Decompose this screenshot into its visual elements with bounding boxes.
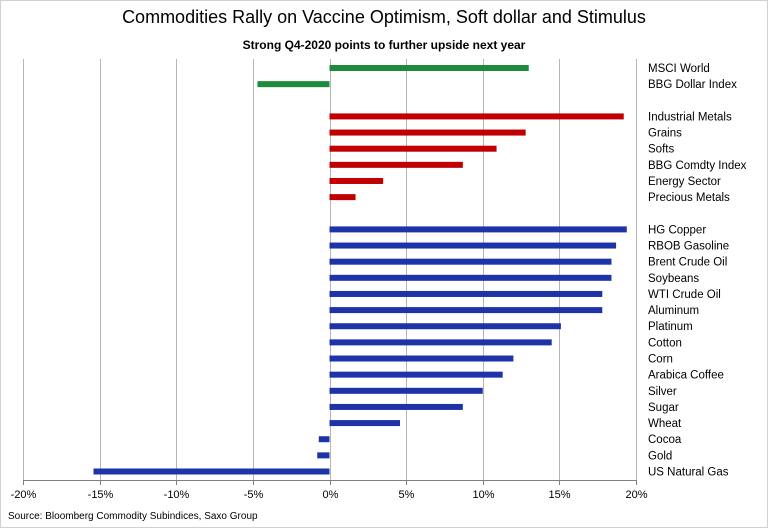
bar (329, 387, 483, 394)
bar (317, 452, 330, 459)
category-label: RBOB Gasoline (648, 241, 729, 253)
category-label: Silver (648, 386, 677, 398)
bar (329, 226, 627, 233)
category-label: Aluminum (648, 305, 699, 317)
bar (329, 274, 612, 281)
category-label: Cocoa (648, 434, 682, 446)
bars (93, 65, 627, 475)
category-label: Arabica Coffee (648, 370, 724, 382)
x-tick-label: -20% (11, 489, 37, 501)
category-label: Energy Sector (648, 176, 721, 188)
x-tick-label: 10% (472, 489, 494, 501)
x-tick-label: -10% (164, 489, 190, 501)
bar (329, 355, 514, 362)
x-tick-label: -5% (244, 489, 264, 501)
bar (93, 468, 330, 475)
category-label: Wheat (648, 418, 682, 430)
source-note: Source: Bloomberg Commodity Subindices, … (8, 511, 258, 522)
category-label: US Natural Gas (648, 467, 729, 479)
category-label: Softs (648, 144, 674, 156)
x-axis: -20% -15% -10% -5% 0% 5% 10% 15% 20% (11, 480, 648, 501)
bar (329, 145, 497, 152)
bar (318, 436, 330, 443)
category-label: Cotton (648, 337, 682, 349)
x-tick-label: 15% (548, 489, 570, 501)
bar (329, 290, 603, 297)
bar (257, 81, 330, 88)
category-label: HG Copper (648, 224, 706, 236)
category-label: Brent Crude Oil (648, 257, 727, 269)
chart-subtitle: Strong Q4-2020 points to further upside … (242, 38, 526, 52)
bar (329, 403, 463, 410)
x-tick-label: 0% (323, 489, 339, 501)
bar (329, 177, 384, 184)
category-label: BBG Dollar Index (648, 79, 737, 91)
category-label: MSCI World (648, 63, 710, 75)
gridlines (23, 59, 637, 480)
bar (329, 258, 612, 265)
category-label: Platinum (648, 321, 693, 333)
category-label: Soybeans (648, 273, 699, 285)
category-label: Sugar (648, 402, 679, 414)
bar (329, 113, 624, 120)
bar (329, 242, 617, 249)
bar (329, 420, 400, 427)
category-label: BBG Comdty Index (648, 160, 747, 172)
bar (329, 129, 526, 136)
category-label: Gold (648, 450, 672, 462)
category-label: Grains (648, 128, 682, 140)
x-tick-label: -15% (88, 489, 114, 501)
bar (329, 371, 503, 378)
category-label: Precious Metals (648, 192, 730, 204)
category-label: Industrial Metals (648, 111, 732, 123)
category-labels: MSCI World BBG Dollar Index Industrial Met… (648, 63, 747, 479)
bar (329, 339, 552, 346)
category-label: WTI Crude Oil (648, 289, 721, 301)
x-tick-label: 20% (625, 489, 647, 501)
category-label: Corn (648, 354, 673, 366)
chart-title: Commodities Rally on Vaccine Optimism, S… (122, 7, 646, 27)
bar (329, 65, 529, 71)
x-tick-label: 5% (399, 489, 415, 501)
bar (329, 161, 463, 168)
bar (329, 194, 356, 201)
bar (329, 307, 603, 314)
bar (329, 323, 561, 330)
